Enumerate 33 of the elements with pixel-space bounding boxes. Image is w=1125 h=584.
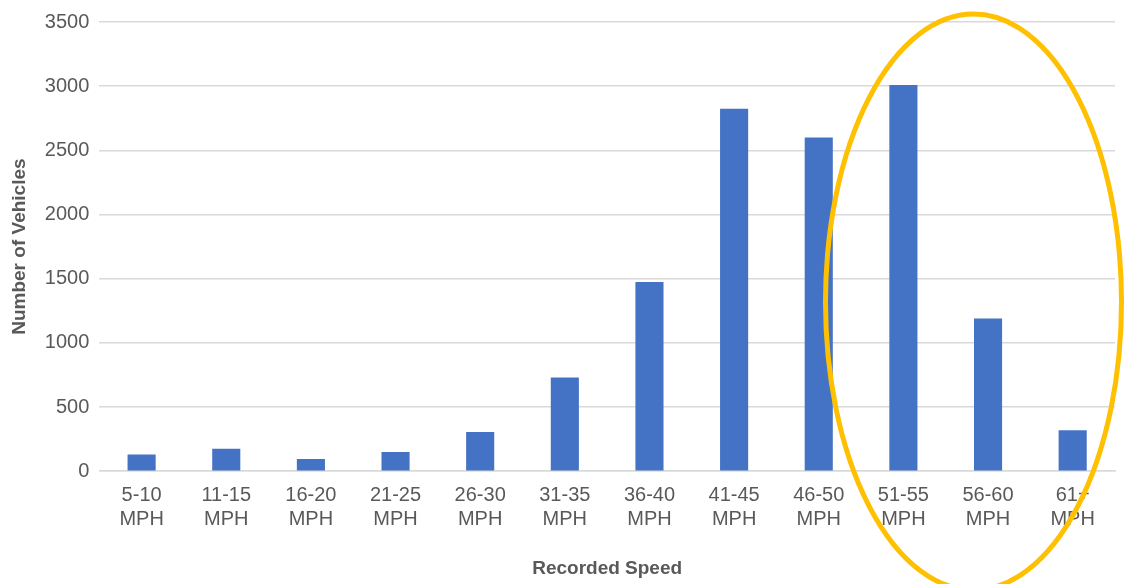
bar — [466, 432, 495, 471]
y-axis-title: Number of Vehicles — [7, 158, 29, 335]
bar — [635, 281, 664, 471]
x-tick-label: 51-55 MPH — [877, 482, 929, 529]
bar — [381, 451, 410, 471]
x-tick-label: 16-20 MPH — [285, 482, 337, 529]
x-axis-title: Recorded Speed — [532, 556, 683, 578]
x-tick-label: 26-30 MPH — [454, 482, 506, 529]
x-tick-label: 21-25 MPH — [369, 482, 422, 529]
bar — [550, 377, 579, 471]
y-tick-label: 2500 — [44, 137, 90, 160]
y-tick-label: 0 — [78, 458, 90, 481]
bar — [1058, 430, 1087, 471]
bar — [889, 84, 918, 471]
x-tick-label: 56-60 MPH — [962, 482, 1014, 529]
x-tick-label: 46-50 MPH — [793, 482, 845, 529]
bar — [212, 448, 241, 471]
y-tick-label: 1000 — [44, 330, 90, 353]
bar — [296, 459, 325, 471]
y-tick-label: 500 — [55, 394, 90, 417]
x-tick-label: 31-35 MPH — [539, 482, 591, 529]
x-tick-label: 36-40 MPH — [623, 482, 676, 529]
bar — [804, 137, 833, 471]
y-tick-label: 1500 — [44, 266, 90, 289]
bar — [973, 318, 1003, 471]
bar — [127, 454, 156, 471]
x-tick-label: 5-10 MPH — [119, 482, 164, 529]
bar — [720, 108, 749, 471]
x-tick-label: 11-15 MPH — [201, 482, 252, 529]
x-tick-label: 41-45 MPH — [708, 482, 760, 529]
y-tick-label: 3000 — [44, 73, 90, 96]
y-tick-label: 3500 — [44, 9, 90, 32]
y-tick-label: 2000 — [44, 202, 90, 225]
